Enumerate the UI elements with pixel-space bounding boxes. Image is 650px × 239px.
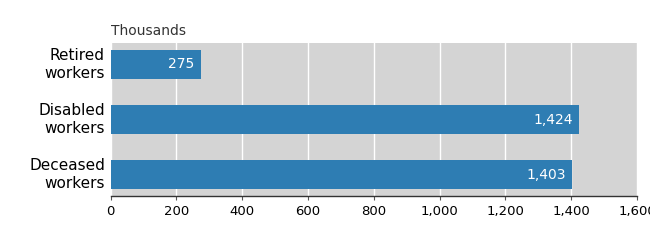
- Text: 1,403: 1,403: [526, 168, 566, 182]
- Text: 275: 275: [168, 57, 194, 71]
- Text: 1,424: 1,424: [533, 113, 573, 126]
- Bar: [111, 105, 579, 134]
- Text: Thousands: Thousands: [111, 24, 185, 38]
- Bar: [111, 50, 201, 79]
- Bar: [111, 160, 572, 189]
